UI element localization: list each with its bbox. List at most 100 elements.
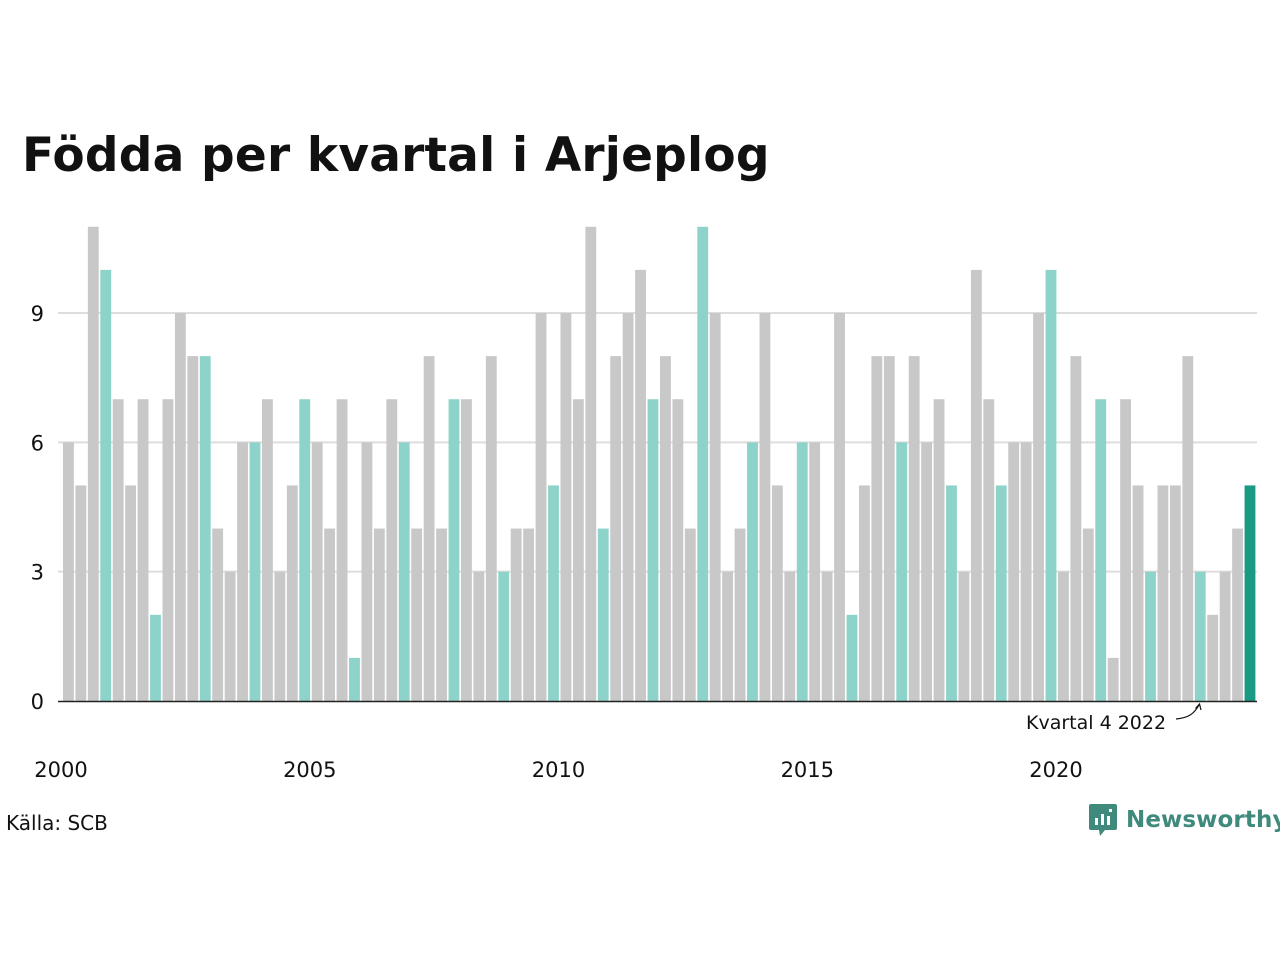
- bar: [1244, 485, 1256, 701]
- bar: [324, 528, 336, 701]
- bar: [859, 485, 870, 701]
- bar: [809, 442, 821, 701]
- bar: [784, 571, 796, 701]
- annotation-label: Kvartal 4 2022: [1026, 712, 1166, 734]
- bar: [771, 485, 783, 701]
- bars: [63, 226, 1256, 701]
- bar: [622, 313, 634, 701]
- bar: [1070, 356, 1082, 701]
- bar: [560, 313, 572, 701]
- bar: [709, 313, 721, 701]
- bar: [946, 485, 957, 701]
- bar: [1107, 657, 1119, 701]
- bar: [684, 528, 696, 701]
- bar: [1182, 356, 1194, 701]
- bar: [1008, 442, 1020, 701]
- bar: [361, 442, 373, 701]
- bar: [821, 571, 833, 701]
- bar: [373, 528, 385, 701]
- bar: [548, 485, 559, 701]
- bar: [697, 226, 709, 701]
- y-tick-label: 9: [31, 302, 44, 326]
- bar: [100, 269, 112, 701]
- bar: [1194, 571, 1206, 701]
- bar: [262, 399, 273, 701]
- bar: [983, 399, 995, 701]
- x-axis-ticks: 2000 2005 2010 2015 2020: [34, 758, 1082, 782]
- y-tick-label: 6: [31, 431, 44, 455]
- bar: [1145, 571, 1156, 701]
- bar: [871, 356, 883, 701]
- bar: [349, 657, 360, 701]
- bar: [224, 571, 236, 701]
- bar: [411, 528, 423, 701]
- bar: [1095, 399, 1107, 701]
- bar: [1020, 442, 1032, 701]
- y-tick-label: 3: [31, 561, 44, 585]
- annotation-arrow: [1175, 704, 1200, 720]
- bar: [485, 356, 497, 701]
- bar: [995, 485, 1007, 701]
- bar: [908, 356, 920, 701]
- y-axis-ticks: 0 3 6 9: [31, 302, 44, 714]
- bar: [187, 356, 199, 701]
- chart-title: Födda per kvartal i Arjeplog: [22, 128, 770, 183]
- bar: [63, 442, 74, 701]
- bar: [1120, 399, 1132, 701]
- bar: [1082, 528, 1094, 701]
- bar: [1169, 485, 1181, 701]
- bar: [747, 442, 758, 701]
- bar: [386, 399, 398, 701]
- bar: [647, 399, 659, 701]
- bar: [610, 356, 622, 701]
- bar: [585, 226, 597, 701]
- x-tick-label: 2015: [781, 758, 834, 782]
- bar: [1132, 485, 1144, 701]
- x-tick-label: 2020: [1029, 758, 1082, 782]
- bar: [473, 571, 485, 701]
- bar: [237, 442, 248, 701]
- brand-logo: Newsworthy: [1088, 803, 1280, 837]
- x-tick-label: 2010: [532, 758, 585, 782]
- bar: [597, 528, 609, 701]
- bar: [448, 399, 460, 701]
- bar: [672, 399, 684, 701]
- source-note: Källa: SCB: [6, 811, 108, 835]
- bar: [75, 485, 87, 701]
- bar: [311, 442, 323, 701]
- bar: [249, 442, 261, 701]
- bar: [834, 313, 845, 701]
- bar: [796, 442, 808, 701]
- bar: [958, 571, 970, 701]
- bar: [635, 269, 646, 701]
- bar: [336, 399, 348, 701]
- bar: [535, 313, 547, 701]
- bar: [150, 614, 161, 701]
- brand-name: Newsworthy: [1126, 807, 1280, 833]
- y-tick-label: 0: [31, 690, 44, 714]
- bar: [174, 313, 186, 701]
- bar: [1219, 571, 1231, 701]
- bar: [572, 399, 584, 701]
- bar: [510, 528, 522, 701]
- bar: [523, 528, 535, 701]
- bar: [436, 528, 447, 701]
- bar: [212, 528, 224, 701]
- bar: [398, 442, 410, 701]
- bar: [299, 399, 311, 701]
- bar: [461, 399, 472, 701]
- bar: [1157, 485, 1169, 701]
- bar: [87, 226, 99, 701]
- bar: [1207, 614, 1219, 701]
- bar: [921, 442, 933, 701]
- bar: [498, 571, 510, 701]
- annotation-arrowhead: [1195, 702, 1202, 711]
- bar: [1033, 313, 1044, 701]
- bar: [274, 571, 286, 701]
- bar: [759, 313, 771, 701]
- bar: [1058, 571, 1069, 701]
- bar: [883, 356, 895, 701]
- bar: [199, 356, 211, 701]
- bar: [112, 399, 124, 701]
